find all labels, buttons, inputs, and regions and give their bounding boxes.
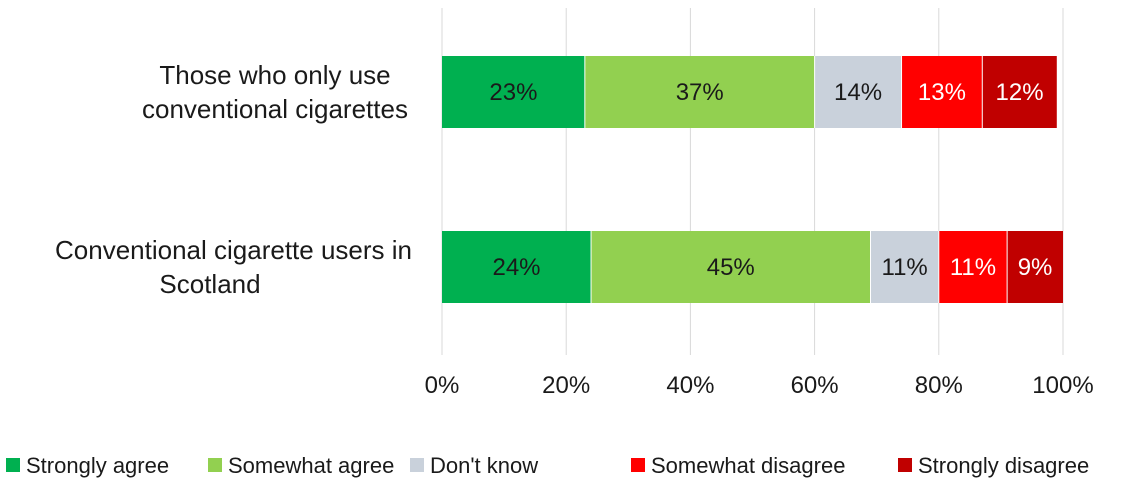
- legend-label: Don't know: [430, 453, 538, 478]
- legend-swatch: [208, 458, 222, 472]
- bar-segment: [982, 56, 1057, 128]
- bar-segment: [442, 231, 592, 303]
- data-label: 12%: [996, 79, 1044, 106]
- x-axis-ticks: 0% 20% 40% 60% 80% 100%: [425, 372, 1094, 399]
- bar-segment: [901, 56, 983, 128]
- data-label: 23%: [489, 79, 537, 106]
- category-label: Scotland: [159, 269, 260, 299]
- bar-segment: [591, 231, 871, 303]
- legend-label: Somewhat agree: [228, 453, 394, 478]
- legend-label: Strongly disagree: [918, 453, 1089, 478]
- category-label: Conventional cigarette users in: [55, 235, 412, 265]
- bar-segment: [938, 231, 1008, 303]
- legend-swatch: [631, 458, 645, 472]
- x-tick-label: 40%: [666, 372, 714, 399]
- x-tick-label: 20%: [542, 372, 590, 399]
- category-label: conventional cigarettes: [142, 94, 408, 124]
- data-label: 45%: [707, 254, 755, 281]
- bar-segment: [584, 56, 815, 128]
- data-label: 14%: [834, 79, 882, 106]
- x-tick-label: 60%: [791, 372, 839, 399]
- data-label: 11%: [882, 254, 928, 281]
- legend: Strongly agree Somewhat agree Don't know So…: [6, 453, 1089, 478]
- category-labels: Those who only use conventional cigarette…: [55, 60, 412, 299]
- bars: 23% 37% 14% 13% 12% 24% 45% 11% 11% 9%: [442, 56, 1063, 303]
- bar-segment: [870, 231, 939, 303]
- legend-label: Somewhat disagree: [651, 453, 845, 478]
- data-label: 37%: [676, 79, 724, 106]
- data-label: 9%: [1018, 254, 1053, 281]
- bar-segment: [814, 56, 902, 128]
- data-label: 13%: [918, 79, 966, 106]
- x-tick-label: 100%: [1032, 372, 1093, 399]
- legend-label: Strongly agree: [26, 453, 169, 478]
- legend-swatch: [6, 458, 20, 472]
- legend-swatch: [898, 458, 912, 472]
- data-label: 11%: [950, 254, 996, 281]
- x-tick-label: 80%: [915, 372, 963, 399]
- category-label: Those who only use: [159, 60, 390, 90]
- bar-segment: [1007, 231, 1063, 303]
- data-label: 24%: [492, 254, 540, 281]
- legend-swatch: [410, 458, 424, 472]
- bar-segment: [442, 56, 585, 128]
- x-tick-label: 0%: [425, 372, 460, 399]
